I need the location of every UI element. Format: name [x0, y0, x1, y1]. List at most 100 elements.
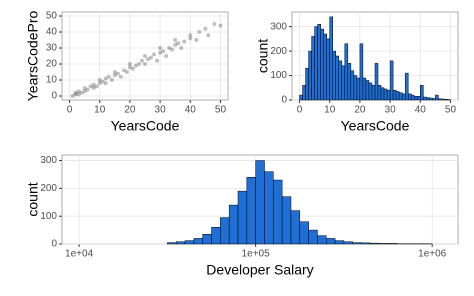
bar: [314, 26, 318, 101]
y-tick-label: 300: [40, 155, 57, 166]
point: [161, 49, 166, 54]
bar: [377, 85, 382, 101]
bar: [329, 16, 333, 101]
point: [115, 71, 120, 76]
bar: [371, 85, 376, 101]
bar: [338, 60, 343, 101]
bar: [343, 241, 354, 245]
point: [167, 46, 172, 50]
bar: [389, 60, 394, 101]
bar: [432, 98, 436, 101]
bar: [323, 33, 327, 101]
bar: [365, 80, 370, 101]
bar: [332, 50, 337, 101]
bar: [362, 77, 367, 101]
x-axis-title: YearsCode: [111, 118, 180, 134]
y-axis-title: count: [255, 39, 271, 73]
bar: [305, 67, 309, 101]
bar: [334, 240, 345, 245]
bar: [302, 85, 306, 101]
bar: [308, 229, 318, 245]
bar: [374, 63, 379, 101]
bar: [335, 55, 340, 101]
point: [170, 47, 175, 52]
y-tick-label: 100: [270, 70, 287, 81]
bar: [383, 88, 388, 101]
bar: [175, 241, 186, 245]
point: [206, 33, 211, 38]
point: [218, 23, 223, 28]
point: [97, 81, 102, 86]
point: [91, 82, 96, 87]
bar: [347, 63, 352, 101]
bar: [184, 240, 195, 245]
point: [82, 89, 87, 94]
bar: [435, 94, 439, 101]
x-tick-label: 20: [124, 105, 136, 116]
point: [118, 74, 123, 79]
y-tick-label: 200: [40, 183, 57, 194]
bar: [344, 43, 349, 101]
bar: [264, 171, 274, 245]
point: [130, 66, 135, 71]
bar: [228, 204, 239, 245]
point: [103, 76, 108, 81]
point: [127, 62, 132, 66]
y-axis-title: YearsCodePro: [25, 11, 41, 102]
y-tick-label: 0: [51, 91, 57, 102]
bar: [417, 96, 421, 101]
y-tick-label: 200: [270, 46, 287, 57]
bar: [341, 65, 346, 101]
point: [73, 90, 78, 95]
bar: [420, 85, 424, 101]
point: [109, 78, 114, 82]
point: [76, 89, 81, 94]
bar: [429, 97, 433, 101]
bar: [387, 243, 398, 245]
x-tick-label: 0: [297, 105, 303, 116]
x-tick-label: 1e+05: [242, 249, 271, 260]
x-tick-label: 40: [185, 105, 197, 116]
x-tick-label: 30: [155, 105, 167, 116]
point: [94, 84, 99, 89]
bar: [356, 77, 361, 101]
bar: [370, 242, 380, 245]
x-axis-title: Developer Salary: [206, 262, 313, 278]
x-tick-label: 50: [215, 105, 227, 116]
point: [97, 78, 102, 82]
point: [146, 57, 151, 62]
bar: [426, 97, 430, 101]
y-tick-label: 40: [46, 27, 58, 38]
bar: [320, 28, 324, 101]
point: [197, 30, 202, 34]
x-tick-label: 1e+04: [65, 249, 94, 260]
y-tick-label: 30: [46, 43, 58, 54]
point: [106, 74, 111, 79]
bar: [246, 177, 256, 245]
point: [112, 73, 117, 78]
point: [155, 58, 160, 63]
point: [133, 63, 138, 68]
bar: [413, 96, 418, 101]
x-tick-label: 20: [354, 105, 366, 116]
bar: [438, 98, 442, 101]
bar: [352, 242, 362, 245]
point: [179, 46, 184, 50]
point: [173, 42, 178, 47]
x-tick-label: 10: [324, 105, 336, 116]
x-tick-label: 30: [385, 105, 397, 116]
bar: [350, 70, 355, 101]
bar: [404, 72, 409, 101]
bar: [407, 93, 412, 101]
point: [82, 86, 87, 90]
point: [127, 65, 132, 70]
point: [143, 54, 147, 58]
x-tick-label: 10: [94, 105, 106, 116]
bar: [368, 82, 373, 101]
panel: [61, 11, 229, 101]
bar: [211, 227, 221, 245]
bar: [202, 234, 212, 245]
point: [188, 33, 193, 38]
y-tick-label: 50: [46, 11, 58, 22]
